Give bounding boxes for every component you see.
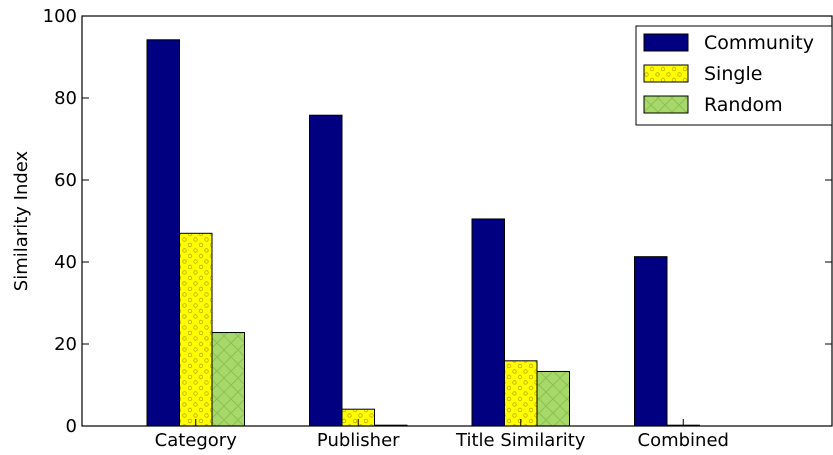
- legend-swatch-random: [643, 95, 689, 114]
- y-tick-label: 80: [54, 88, 77, 109]
- legend-label-single: Single: [704, 63, 762, 85]
- x-tick-label: Combined: [638, 430, 729, 451]
- legend-label-community: Community: [704, 32, 814, 54]
- legend-label-random: Random: [704, 94, 783, 116]
- y-tick-label: 40: [54, 252, 77, 273]
- y-tick-label: 20: [54, 334, 77, 355]
- bar-community-publisher: [309, 114, 343, 427]
- legend: Community Single Random: [635, 25, 833, 126]
- bar-random-title-similarity: [536, 370, 570, 427]
- plot-frame: [81, 15, 833, 427]
- y-tick-label: 60: [54, 170, 77, 191]
- x-tick-label: Category: [155, 430, 238, 451]
- y-tick-label: 0: [66, 416, 77, 437]
- y-axis-title: Similarity Index: [11, 150, 32, 291]
- bar-single-title-similarity: [504, 360, 538, 427]
- bar-community-category: [146, 39, 180, 427]
- bar-single-category: [179, 232, 213, 427]
- x-axis: Category Publisher Title Similarity Combine…: [155, 419, 729, 451]
- y-tick-label: 100: [43, 6, 77, 27]
- bars-layer: [146, 39, 700, 427]
- bar-community-title-similarity: [471, 218, 505, 427]
- bar-random-category: [211, 332, 245, 427]
- x-tick-label: Title Similarity: [455, 430, 586, 451]
- legend-swatch-community: [643, 33, 689, 52]
- bar-community-combined: [634, 256, 668, 427]
- x-tick-label: Publisher: [317, 430, 400, 451]
- legend-swatch-single: [643, 64, 689, 83]
